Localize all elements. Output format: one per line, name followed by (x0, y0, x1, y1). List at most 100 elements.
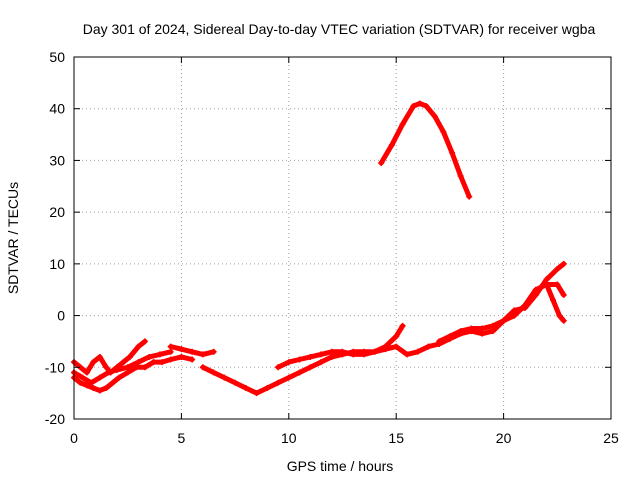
data-point (221, 374, 228, 381)
data-point (550, 297, 557, 304)
data-point (378, 160, 385, 167)
data-point (449, 149, 456, 156)
data-point (440, 128, 447, 135)
data-point (113, 366, 120, 373)
data-point (339, 348, 346, 355)
data-point (90, 384, 97, 391)
data-point (167, 356, 174, 363)
data-point (554, 266, 561, 273)
data-point (167, 348, 174, 355)
data-point (210, 369, 217, 376)
data-point (423, 103, 430, 110)
x-tick-label: 20 (496, 430, 512, 446)
data-point (167, 343, 174, 350)
data-point (83, 369, 90, 376)
data-point (410, 103, 417, 110)
data-point (146, 353, 153, 360)
y-tick-label: -20 (45, 411, 65, 427)
data-point (457, 328, 464, 335)
y-tick-label: 40 (49, 101, 65, 117)
data-point (307, 353, 314, 360)
data-point (141, 364, 148, 371)
data-point (109, 379, 116, 386)
data-point (560, 317, 567, 324)
data-point (371, 348, 378, 355)
data-point (156, 351, 163, 358)
x-tick-label: 5 (178, 430, 186, 446)
data-point (126, 353, 133, 360)
data-point (232, 379, 239, 386)
y-axis-label: SDTVAR / TECUs (5, 182, 21, 294)
data-point (543, 281, 550, 288)
grid (74, 57, 611, 419)
data-point (318, 359, 325, 366)
data-point (88, 379, 95, 386)
data-point (554, 281, 561, 288)
data-point (393, 343, 400, 350)
data-point (116, 374, 123, 381)
data-point (307, 364, 314, 371)
series-line-track-7 (436, 282, 567, 344)
series-line-track-9 (378, 101, 472, 200)
y-tick-label: 20 (49, 204, 65, 220)
data-point (500, 317, 507, 324)
data-point (468, 325, 475, 332)
data-point (350, 351, 357, 358)
data-point (393, 333, 400, 340)
data-point (446, 333, 453, 340)
data-point (425, 343, 432, 350)
data-point (532, 286, 539, 293)
y-tick-labels: -20 -10 0 10 20 30 40 50 (45, 49, 65, 427)
data-point (135, 359, 142, 366)
x-tick-labels: 0 5 10 15 20 25 (70, 430, 619, 446)
data-point (150, 359, 157, 366)
data-point (360, 351, 367, 358)
data-point (457, 172, 464, 179)
y-tick-label: 0 (57, 308, 65, 324)
data-point (479, 325, 486, 332)
y-tick-label: 50 (49, 49, 65, 65)
data-point (431, 113, 438, 120)
data-point (141, 338, 148, 345)
data-point (178, 353, 185, 360)
data-point (159, 359, 166, 366)
data-point (96, 374, 103, 381)
data-point (103, 364, 110, 371)
data-point (511, 312, 518, 319)
chart-title: Day 301 of 2024, Sidereal Day-to-day VTE… (83, 21, 596, 37)
data-point (275, 364, 282, 371)
data-point (382, 346, 389, 353)
data-point (466, 193, 473, 200)
data-point (296, 356, 303, 363)
data-point (124, 364, 131, 371)
data-point (543, 276, 550, 283)
data-point (103, 384, 110, 391)
data-point (414, 348, 421, 355)
data-point (264, 384, 271, 391)
data-point (189, 348, 196, 355)
data-point (96, 353, 103, 360)
data-point (79, 374, 86, 381)
y-tick-label: 10 (49, 256, 65, 272)
data-point (489, 328, 496, 335)
data-point (77, 379, 84, 386)
data-point (560, 260, 567, 267)
data-point (399, 322, 406, 329)
x-tick-label: 15 (388, 430, 404, 446)
data-point (285, 359, 292, 366)
y-tick-label: -10 (45, 359, 65, 375)
data-point (189, 356, 196, 363)
data-point (296, 369, 303, 376)
data-point (210, 348, 217, 355)
data-point (479, 330, 486, 337)
data-point (120, 359, 127, 366)
data-point (199, 364, 206, 371)
data-point (199, 351, 206, 358)
plot-frame (73, 56, 612, 420)
data-point (328, 353, 335, 360)
data-point (489, 322, 496, 329)
data-point (242, 384, 249, 391)
data-point (403, 351, 410, 358)
data-point (522, 302, 529, 309)
